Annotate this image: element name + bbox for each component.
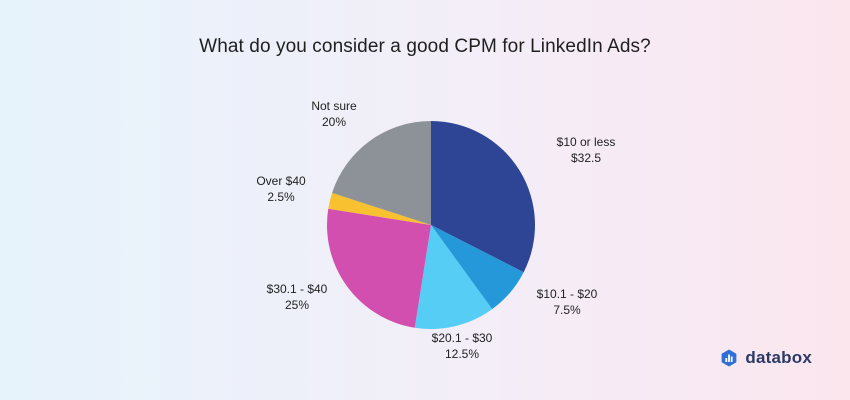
slice-value-1: $32.5 xyxy=(571,151,601,165)
slice-label-5: Over $40 xyxy=(256,174,306,188)
slice-value-6: 20% xyxy=(322,115,346,129)
slice-value-5: 2.5% xyxy=(267,190,295,204)
slice-value-4: 25% xyxy=(285,298,309,312)
slice-value-3: 12.5% xyxy=(445,347,479,361)
pie-slices xyxy=(326,121,535,330)
pie-slice-3 xyxy=(414,225,493,330)
slice-label-3: $20.1 - $30 xyxy=(432,331,493,345)
pie-slice-2 xyxy=(431,225,524,310)
pie-slice-6 xyxy=(332,121,431,225)
databox-logo: databox xyxy=(720,348,812,368)
pie-slice-1 xyxy=(431,121,535,273)
slice-label-6: Not sure xyxy=(311,99,357,113)
slice-label-1: $10 or less xyxy=(557,135,616,149)
brand-name: databox xyxy=(745,348,812,367)
pie-slice-5 xyxy=(328,192,431,225)
slice-value-2: 7.5% xyxy=(553,303,581,317)
pie-slice-4 xyxy=(326,208,431,328)
chart-title: What do you consider a good CPM for Link… xyxy=(199,36,651,57)
slice-label-4: $30.1 - $40 xyxy=(267,282,328,296)
slice-label-2: $10.1 - $20 xyxy=(537,287,598,301)
pie-labels: $10 or less $32.5 $10.1 - $20 7.5% $20.1 - $… xyxy=(256,99,615,361)
databox-logo-icon xyxy=(722,349,737,367)
